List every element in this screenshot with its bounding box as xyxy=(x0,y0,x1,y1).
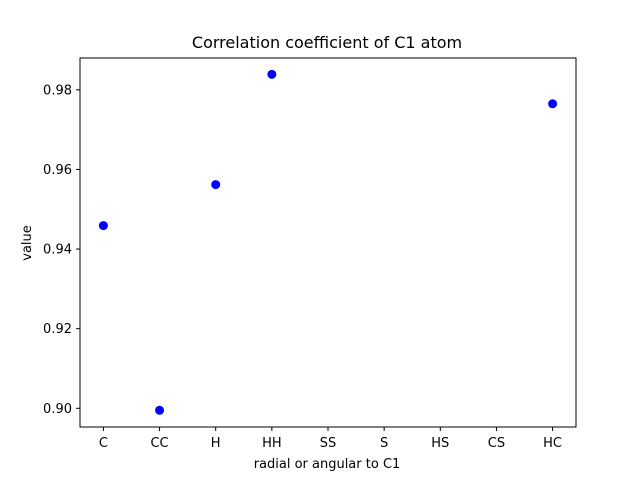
data-point xyxy=(267,69,277,79)
y-tick-label: 0.98 xyxy=(43,83,72,98)
x-tick-label: HS xyxy=(431,436,449,451)
x-tick-label: SS xyxy=(320,436,337,451)
data-points xyxy=(98,69,558,415)
y-tick-label: 0.94 xyxy=(43,243,72,258)
y-tick-label: 0.90 xyxy=(43,402,72,417)
x-tick-label: C xyxy=(99,436,108,451)
y-tick-label: 0.92 xyxy=(43,322,72,337)
x-tick-label: CC xyxy=(150,436,168,451)
x-tick-label: HH xyxy=(262,436,282,451)
x-tick-label: H xyxy=(211,436,221,451)
data-point xyxy=(211,180,221,190)
x-axis-label: radial or angular to C1 xyxy=(254,457,401,472)
data-point xyxy=(98,221,108,231)
x-tick-label: CS xyxy=(488,436,505,451)
chart-title: Correlation coefficient of C1 atom xyxy=(192,33,462,52)
x-axis-ticks: C CC H HH SS S HS CS HC xyxy=(99,427,562,451)
y-axis-ticks: 0.90 0.92 0.94 0.96 0.98 xyxy=(43,83,80,417)
plot-area: 0.900.920.940.960.98 C CC H HH SS S HS CS HC xyxy=(43,57,577,451)
y-tick-label: 0.96 xyxy=(43,163,72,178)
data-point xyxy=(548,99,558,109)
axes-frame xyxy=(79,57,577,428)
data-point xyxy=(155,405,165,415)
y-axis-label: value xyxy=(20,225,35,261)
x-tick-label: S xyxy=(380,436,388,451)
x-tick-label: HC xyxy=(543,436,562,451)
